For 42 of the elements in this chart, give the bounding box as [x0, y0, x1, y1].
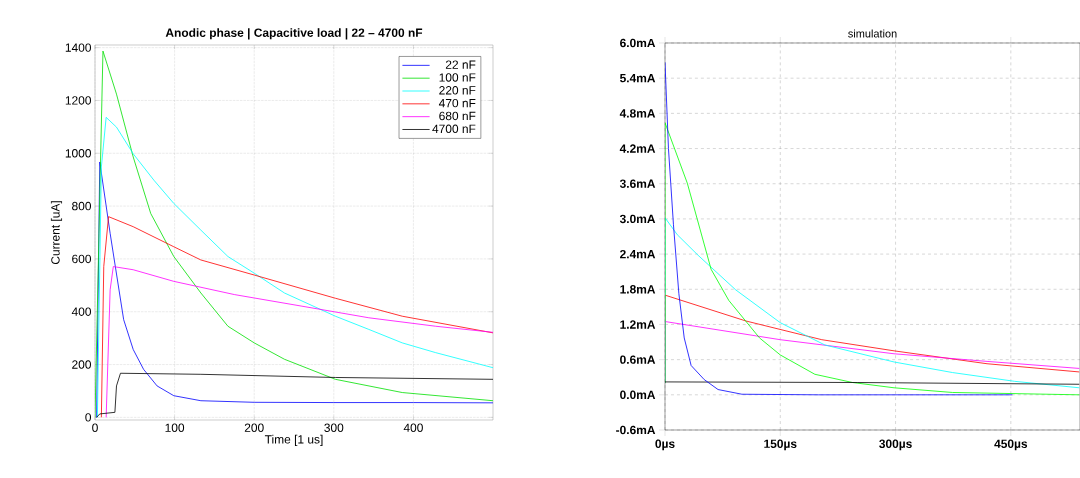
- x-tick-label: 0µs: [655, 439, 675, 451]
- y-tick-label: 2.4mA: [620, 249, 656, 259]
- line-series: [96, 372, 493, 418]
- y-tick-label: -0.6mA: [616, 425, 656, 435]
- y-tick-label: 1000: [65, 149, 92, 158]
- y-tick-label: 0: [85, 413, 92, 422]
- x-tick-label: 300µs: [879, 439, 912, 451]
- y-tick-label: 600: [72, 254, 92, 264]
- x-tick-label: 100: [165, 423, 185, 432]
- legend-label: 220 nF: [439, 86, 476, 95]
- legend-label: 470 nF: [438, 98, 476, 108]
- y-axis-title: Current [uA]: [50, 201, 63, 265]
- y-tick-label: 3.6mA: [619, 179, 656, 188]
- y-tick-label: 1.2mA: [620, 320, 656, 329]
- y-tick-label: 1200: [65, 96, 92, 105]
- x-tick-label: 0: [92, 423, 98, 432]
- y-tick-label: 5.4mA: [619, 74, 656, 83]
- y-tick-label: 4.2mA: [619, 144, 656, 153]
- y-tick-label: 800: [72, 201, 92, 211]
- chart-title: Anodic phase | Capacitive load | 22 – 4700 nF: [165, 28, 423, 40]
- x-tick-label: 450µs: [994, 439, 1028, 451]
- y-tick-label: 200: [72, 360, 92, 369]
- legend-label: 4700 nF: [432, 124, 476, 134]
- y-tick-label: 400: [71, 307, 92, 316]
- x-tick-label: 200: [244, 423, 264, 432]
- y-tick-label: 6.0mA: [620, 38, 656, 48]
- y-tick-label: 1.8mA: [620, 285, 656, 294]
- y-tick-label: 4.8mA: [619, 109, 656, 118]
- y-tick-label: 0.0mA: [620, 390, 656, 400]
- y-tick-label: 3.0mA: [619, 214, 656, 224]
- line-series: [105, 266, 493, 418]
- legend-label: 100 nF: [439, 73, 476, 82]
- legend-label: 22 nF: [445, 60, 476, 69]
- legend-label: 680 nF: [439, 111, 476, 121]
- chart-title: simulation: [848, 29, 897, 38]
- y-tick-label: 0.6mA: [620, 355, 656, 364]
- x-tick-label: 300: [324, 423, 344, 432]
- y-tick-label: 1400: [65, 43, 92, 52]
- x-axis-title: Time [1 us]: [264, 434, 323, 446]
- x-tick-label: 400: [403, 423, 423, 432]
- line-series: [665, 122, 1080, 396]
- x-tick-label: 150µs: [764, 439, 797, 451]
